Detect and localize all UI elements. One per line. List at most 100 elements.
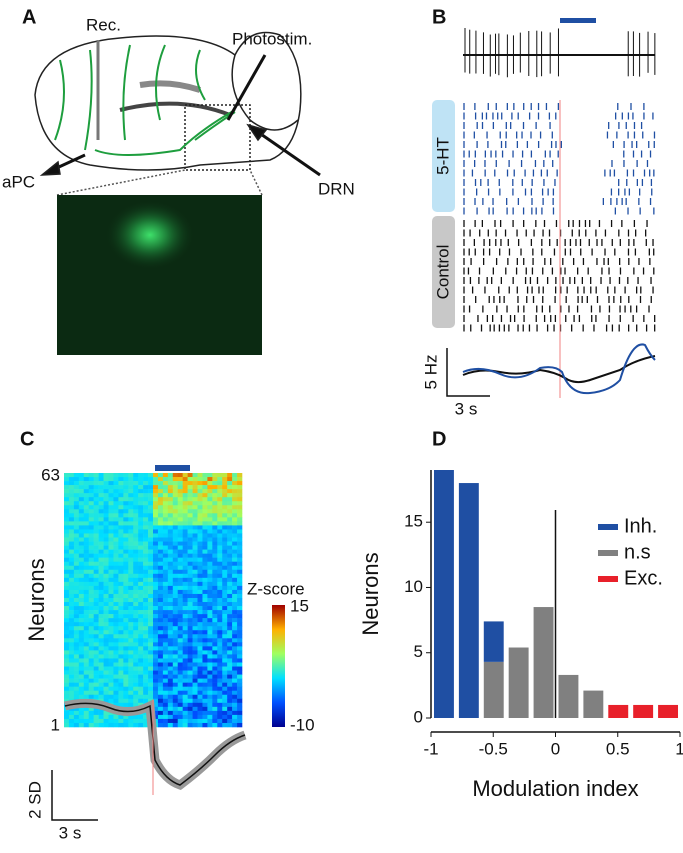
- heat-cell: [222, 545, 228, 550]
- heat-cell: [237, 505, 243, 510]
- heat-cell: [207, 710, 213, 716]
- heat-cell: [212, 549, 218, 554]
- heat-cell: [172, 642, 179, 647]
- heat-cell: [88, 569, 94, 575]
- scale-label: 5 Hz: [421, 355, 440, 390]
- heat-cell: [197, 610, 203, 615]
- heat-cell: [187, 553, 193, 558]
- heat-cell: [64, 610, 70, 615]
- heat-cell: [128, 606, 134, 611]
- heat-cell: [128, 517, 134, 522]
- heat-cell: [73, 614, 80, 619]
- heat-cell: [232, 481, 238, 486]
- heat-cell: [98, 585, 104, 591]
- heat-cell: [98, 473, 104, 478]
- heat-cell: [207, 694, 213, 700]
- heat-cell: [108, 593, 114, 599]
- heat-cell: [113, 678, 119, 683]
- heat-cell: [68, 710, 75, 716]
- heat-cell: [78, 505, 85, 510]
- heat-cell: [207, 602, 213, 607]
- heat-cell: [113, 642, 119, 647]
- heat-cell: [187, 565, 193, 571]
- heat-cell: [78, 549, 85, 554]
- y-tick-label: 15: [404, 512, 423, 531]
- heat-cell: [177, 501, 183, 506]
- heat-cell: [103, 549, 109, 554]
- heat-cell: [73, 638, 80, 643]
- heat-cell: [207, 557, 213, 562]
- heat-cell: [83, 525, 90, 530]
- heat-cell: [153, 477, 159, 482]
- heat-cell: [197, 597, 203, 603]
- heat-cell: [207, 670, 213, 675]
- heat-cell: [227, 597, 233, 603]
- heat-cell: [222, 606, 228, 611]
- heat-cell: [237, 521, 243, 526]
- heat-cell: [192, 545, 198, 550]
- heat-cell: [197, 577, 203, 583]
- heat-cell: [68, 670, 75, 675]
- heat-cell: [113, 497, 119, 502]
- heat-cell: [123, 630, 129, 635]
- heat-cell: [177, 517, 183, 522]
- heat-cell: [103, 606, 109, 611]
- heat-cell: [182, 714, 188, 720]
- heat-cell: [207, 666, 213, 671]
- heat-cell: [217, 485, 223, 490]
- heat-cell: [118, 505, 124, 510]
- heat-cell: [202, 521, 208, 526]
- heat-cell: [138, 525, 144, 530]
- heat-cell: [222, 626, 228, 631]
- heat-cell: [148, 682, 154, 687]
- heat-cell: [207, 630, 213, 635]
- heat-cell: [138, 509, 144, 514]
- heat-cell: [187, 674, 193, 679]
- heat-cell: [138, 666, 144, 671]
- heat-cell: [93, 505, 99, 510]
- heat-cell: [157, 646, 164, 651]
- heat-cell: [118, 557, 124, 562]
- heat-cell: [143, 597, 149, 603]
- heat-cell: [78, 678, 85, 683]
- heat-cell: [157, 497, 164, 502]
- heat-cell: [153, 606, 159, 611]
- heat-cell: [172, 477, 179, 482]
- heat-cell: [78, 509, 85, 514]
- heat-cell: [172, 670, 179, 675]
- heat-cell: [222, 662, 228, 667]
- heat-cell: [118, 718, 124, 724]
- heat-cell: [93, 561, 99, 567]
- heat-cell: [123, 513, 129, 518]
- heat-cell: [138, 670, 144, 675]
- heat-cell: [88, 589, 94, 595]
- heat-cell: [212, 606, 218, 611]
- heat-cell: [237, 714, 243, 720]
- heat-cell: [172, 618, 179, 623]
- heat-cell: [202, 658, 208, 663]
- heat-cell: [187, 706, 193, 712]
- heat-cell: [197, 690, 203, 696]
- heat-cell: [113, 589, 119, 595]
- heat-cell: [157, 573, 164, 579]
- scale-label: 3 s: [59, 823, 82, 842]
- heat-cell: [212, 670, 218, 675]
- heat-cell: [148, 634, 154, 639]
- heat-cell: [172, 678, 179, 683]
- heat-cell: [88, 710, 94, 716]
- heat-cell: [88, 525, 94, 530]
- heat-cell: [83, 610, 90, 615]
- heat-cell: [133, 622, 139, 627]
- heat-cell: [133, 473, 139, 478]
- heat-cell: [182, 597, 188, 603]
- heat-cell: [138, 545, 144, 550]
- heat-cell: [157, 670, 164, 675]
- heat-cell: [202, 702, 208, 708]
- heat-cell: [64, 694, 70, 700]
- heat-cell: [138, 610, 144, 615]
- heat-cell: [172, 565, 179, 571]
- heat-cell: [108, 521, 114, 526]
- heat-cell: [108, 537, 114, 542]
- heat-cell: [68, 622, 75, 627]
- heat-cell: [64, 597, 70, 603]
